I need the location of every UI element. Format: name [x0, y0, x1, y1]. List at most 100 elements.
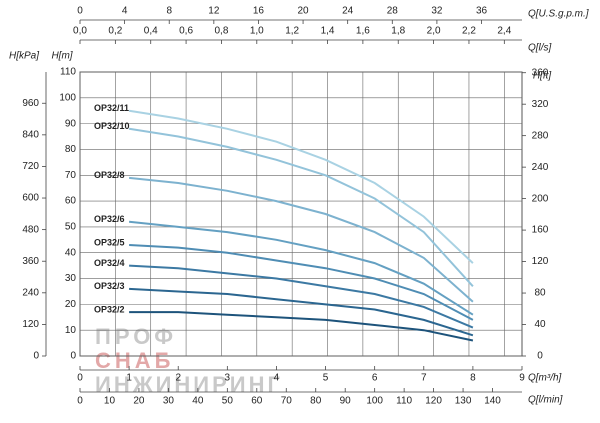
y2-tick-label: 120 [532, 256, 549, 267]
x-tick-label: 0 [77, 373, 83, 384]
x-alt-tick-label: 28 [387, 6, 399, 17]
curve-label: OP32/5 [94, 237, 125, 247]
y2-tick-label: 0 [537, 351, 543, 362]
x-alt-tick-label: 0,0 [73, 26, 87, 37]
pump-curve [128, 127, 474, 287]
x-alt-tick-label: 90 [340, 396, 352, 407]
curve-label: OP32/4 [94, 258, 125, 268]
y2-tick-label: 240 [532, 162, 549, 173]
plot-frame [79, 71, 523, 357]
x-alt-tick-label: 110 [396, 396, 412, 407]
x-alt-axis-title: Q[U.S.g.p.m.] [528, 9, 589, 20]
x-tick-label: 2 [175, 373, 181, 384]
y-alt-tick-label: 120 [22, 319, 39, 330]
y-alt-tick-label: 840 [22, 129, 39, 140]
x-alt-tick-label: 130 [455, 396, 472, 407]
x-alt-tick-label: 8 [166, 6, 172, 17]
y-alt-tick-label: 0 [33, 351, 39, 362]
x-alt-tick-label: 36 [476, 6, 488, 17]
x-alt-tick-label: 60 [251, 396, 263, 407]
watermark: ПРОФ [95, 324, 177, 349]
y-alt-tick-label: 480 [22, 224, 39, 235]
x-alt-tick-label: 24 [342, 6, 354, 17]
y-alt-axis-title: H[kPa] [9, 51, 39, 62]
y2-tick-label: 200 [532, 193, 549, 204]
y-tick-label: 30 [65, 273, 77, 284]
x-tick-label: 7 [421, 373, 427, 384]
x-alt-tick-label: 16 [253, 6, 265, 17]
x-alt-tick-label: 12 [208, 6, 220, 17]
y-tick-label: 10 [65, 325, 77, 336]
x-alt-tick-label: 1,0 [250, 26, 264, 37]
x-alt-tick-label: 32 [431, 6, 443, 17]
y-tick-label: 20 [65, 299, 77, 310]
curve-label: OP32/8 [94, 170, 125, 180]
x-tick-label: 1 [126, 373, 132, 384]
y2-tick-label: 280 [532, 130, 549, 141]
x-alt-tick-label: 4 [122, 6, 128, 17]
y-tick-label: 100 [59, 92, 76, 103]
watermark: ИНЖИНИРИНГ [95, 372, 283, 397]
x-alt-tick-label: 20 [133, 396, 145, 407]
y2-tick-label: 160 [532, 225, 549, 236]
x-alt-tick-label: 1,8 [391, 26, 405, 37]
x-alt-tick-label: 140 [484, 396, 501, 407]
x-alt-tick-label: 70 [281, 396, 293, 407]
x-alt-axis-title: Q[l/s] [528, 43, 552, 54]
x-alt-tick-label: 100 [366, 396, 383, 407]
y-tick-label: 60 [65, 196, 77, 207]
pump-curve [129, 244, 474, 321]
pump-curve [129, 264, 474, 329]
x-alt-tick-label: 0,8 [214, 26, 228, 37]
x-alt-tick-label: 1,2 [285, 26, 299, 37]
x-axis-title: Q[m³/h] [528, 373, 562, 384]
x-alt-tick-label: 0,2 [108, 26, 122, 37]
pump-curve [129, 311, 474, 342]
x-alt-tick-label: 0,6 [179, 26, 193, 37]
y-tick-label: 110 [60, 67, 76, 78]
y-axis-title: H[m] [51, 51, 72, 62]
x-tick-label: 3 [225, 373, 231, 384]
x-alt-tick-label: 50 [222, 396, 234, 407]
y-tick-label: 50 [65, 222, 77, 233]
x-alt-tick-label: 2,4 [497, 26, 511, 37]
watermark: СНАБ [95, 348, 174, 373]
x-alt-tick-label: 20 [298, 6, 310, 17]
x-alt-tick-label: 40 [192, 396, 204, 407]
y-alt-tick-label: 600 [22, 193, 39, 204]
pump-curve [128, 220, 474, 316]
y-alt-tick-label: 960 [22, 98, 39, 109]
curve-label: OP32/2 [94, 304, 125, 314]
x-alt-tick-label: 2,0 [427, 26, 441, 37]
curve-label: OP32/6 [94, 214, 125, 224]
x-alt-tick-label: 120 [425, 396, 442, 407]
y-tick-label: 40 [65, 247, 77, 258]
x-alt-tick-label: 1,4 [321, 26, 335, 37]
y2-tick-label: 40 [534, 319, 546, 330]
y2-tick-label: 80 [534, 288, 546, 299]
x-alt-tick-label: 80 [310, 396, 322, 407]
y-tick-label: 90 [65, 118, 77, 129]
x-alt-tick-label: 0 [77, 6, 83, 17]
y-alt-tick-label: 360 [22, 256, 39, 267]
x-alt-tick-label: 0 [77, 396, 83, 407]
y-tick-label: 70 [65, 170, 77, 181]
x-alt-tick-label: 2,2 [462, 26, 476, 37]
y-alt-tick-label: 240 [22, 287, 39, 298]
y-tick-label: 0 [70, 351, 76, 362]
y2-tick-label: 360 [532, 67, 549, 78]
curve-label: OP32/10 [94, 121, 130, 131]
y-alt-tick-label: 720 [22, 161, 39, 172]
pump-curve [128, 176, 474, 303]
pump-curve [129, 287, 474, 337]
x-tick-label: 5 [323, 373, 329, 384]
x-tick-label: 4 [274, 373, 280, 384]
y2-axis-title: H[ft] [533, 71, 552, 82]
x-alt-tick-label: 30 [163, 396, 175, 407]
pump-curve [128, 109, 474, 264]
x-tick-label: 9 [519, 373, 525, 384]
x-tick-label: 8 [470, 373, 476, 384]
x-alt-tick-label: 1,6 [356, 26, 370, 37]
curve-label: OP32/3 [94, 281, 125, 291]
